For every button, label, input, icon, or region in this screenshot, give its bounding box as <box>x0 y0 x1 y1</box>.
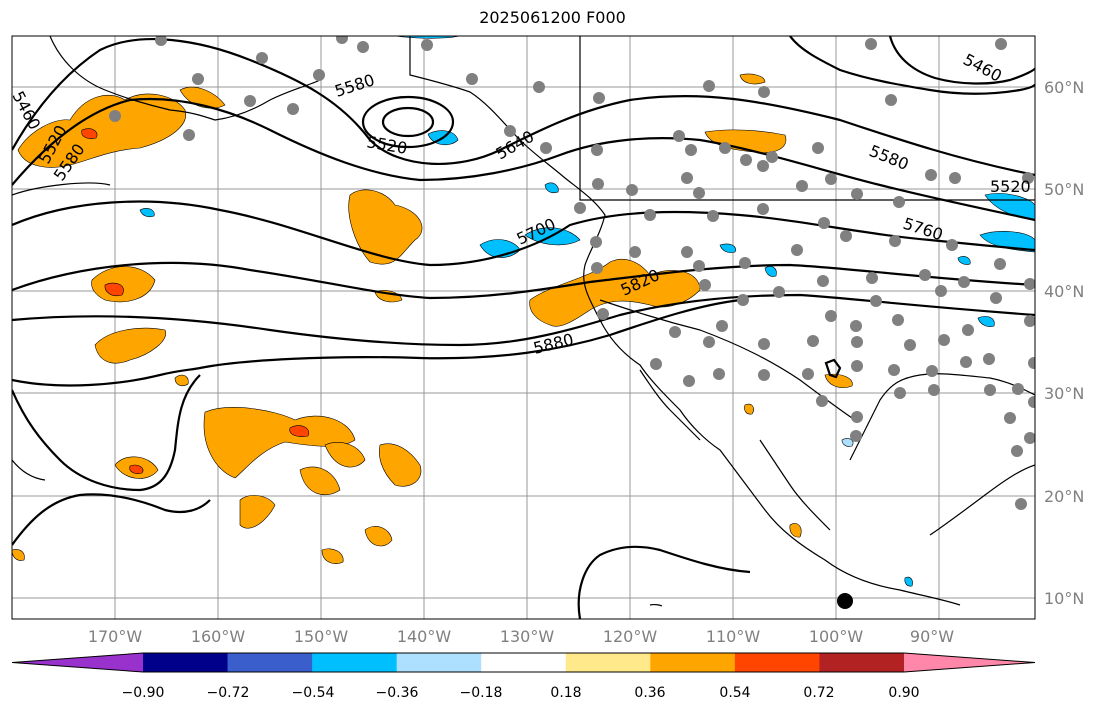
colorbar-outline <box>11 652 1036 673</box>
lat-label: 10°N <box>1044 589 1084 608</box>
lon-label: 150°W <box>294 627 349 646</box>
lon-label: 130°W <box>500 627 555 646</box>
lat-label: 50°N <box>1044 180 1084 199</box>
contour-label: 5880 <box>531 330 575 358</box>
map-area: 5460 5520 5580 5520 5580 5640 5700 5760 … <box>8 36 1035 619</box>
colorbar-segment <box>396 653 482 672</box>
positive-field <box>12 73 853 564</box>
lon-label: 120°W <box>603 627 658 646</box>
colorbar-segment <box>481 653 567 672</box>
colorbar-segment <box>734 653 820 672</box>
colorbar-tick-label: −0.72 <box>207 685 250 701</box>
lat-label: 20°N <box>1044 487 1084 506</box>
lon-label: 170°W <box>88 627 143 646</box>
longitude-labels: 170°W 160°W 150°W 140°W 130°W 120°W 110°… <box>88 627 954 646</box>
lat-label: 60°N <box>1044 78 1084 97</box>
colorbar-segment <box>312 653 398 672</box>
colorbar-tick-label: −0.90 <box>122 685 165 701</box>
colorbar-tick-label: −0.18 <box>460 685 503 701</box>
contour-label: 5580 <box>867 141 912 174</box>
colorbar <box>11 652 1036 673</box>
contour-label: 5460 <box>960 50 1005 86</box>
station-marker-dark <box>837 593 853 609</box>
map-title: 2025061200 F000 <box>479 8 626 27</box>
colorbar-tick-label: 0.72 <box>803 685 834 701</box>
colorbar-tick-label: 0.18 <box>550 685 581 701</box>
colorbar-segment <box>227 653 313 672</box>
colorbar-ticks: −0.90 −0.72 −0.54 −0.36 −0.18 0.18 0.36 … <box>122 685 920 701</box>
height-contours <box>12 36 1035 619</box>
colorbar-tick-label: −0.36 <box>376 685 419 701</box>
colorbar-tick-label: −0.54 <box>292 685 335 701</box>
contour-label: 5460 <box>8 88 44 133</box>
colorbar-segment <box>143 653 229 672</box>
colorbar-tick-label: 0.90 <box>888 685 919 701</box>
graticule <box>12 36 1035 619</box>
colorbar-extend-high <box>904 653 1035 672</box>
contour-label: 5520 <box>990 177 1031 196</box>
colorbar-extend-low <box>12 653 143 672</box>
lon-label: 90°W <box>910 627 954 646</box>
lon-label: 100°W <box>809 627 864 646</box>
lon-label: 160°W <box>191 627 246 646</box>
lon-label: 140°W <box>397 627 452 646</box>
colorbar-segment <box>819 653 905 672</box>
latitude-labels: 60°N 50°N 40°N 30°N 20°N 10°N <box>1044 78 1084 608</box>
colorbar-tick-label: 0.36 <box>634 685 665 701</box>
colorbar-tick-label: 0.54 <box>719 685 750 701</box>
map-frame <box>11 35 1036 620</box>
station-dots <box>109 36 1035 510</box>
contour-label: 5580 <box>332 70 377 101</box>
lat-label: 40°N <box>1044 282 1084 301</box>
colorbar-segment <box>565 653 651 672</box>
lat-label: 30°N <box>1044 384 1084 403</box>
colorbar-segment <box>650 653 736 672</box>
lon-label: 110°W <box>706 627 761 646</box>
